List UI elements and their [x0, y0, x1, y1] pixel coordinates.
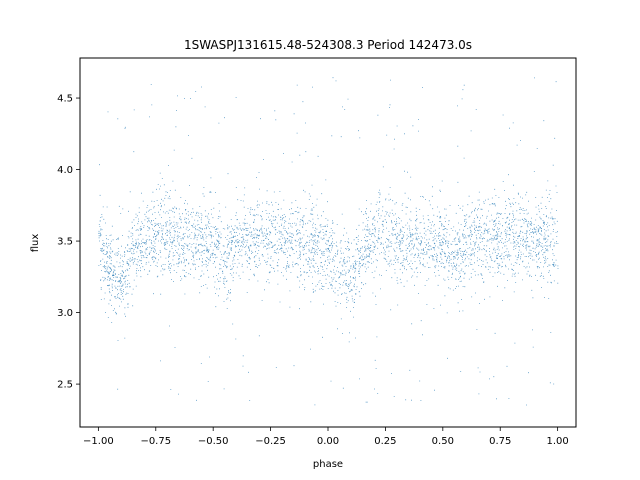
x-tick-label: −0.75: [140, 436, 171, 447]
x-axis-ticks: −1.00 −0.75 −0.50 −0.25 0.00 0.25 0.50 0.75 1.00: [83, 427, 569, 447]
y-axis-label: flux: [30, 234, 41, 253]
scatter-points: [98, 77, 559, 406]
y-tick-label: 4.0: [57, 165, 73, 176]
y-tick-label: 3.5: [57, 237, 73, 248]
x-tick-label: 0.00: [317, 436, 339, 447]
x-tick-label: −0.50: [198, 436, 229, 447]
x-axis-label: phase: [313, 459, 343, 470]
y-tick-label: 3.0: [57, 308, 73, 319]
y-tick-label: 2.5: [57, 380, 73, 391]
flux-data-points: [98, 77, 559, 406]
x-tick-label: 1.00: [546, 436, 568, 447]
x-tick-label: −0.25: [255, 436, 286, 447]
y-axis-ticks: 2.5 3.0 3.5 4.0 4.5: [57, 94, 80, 391]
y-tick-label: 4.5: [57, 94, 73, 105]
x-tick-label: 0.50: [432, 436, 454, 447]
x-tick-label: 0.25: [374, 436, 396, 447]
x-tick-label: −1.00: [83, 436, 114, 447]
chart-title: 1SWASPJ131615.48-524308.3 Period 142473.…: [184, 38, 472, 52]
x-tick-label: 0.75: [489, 436, 511, 447]
